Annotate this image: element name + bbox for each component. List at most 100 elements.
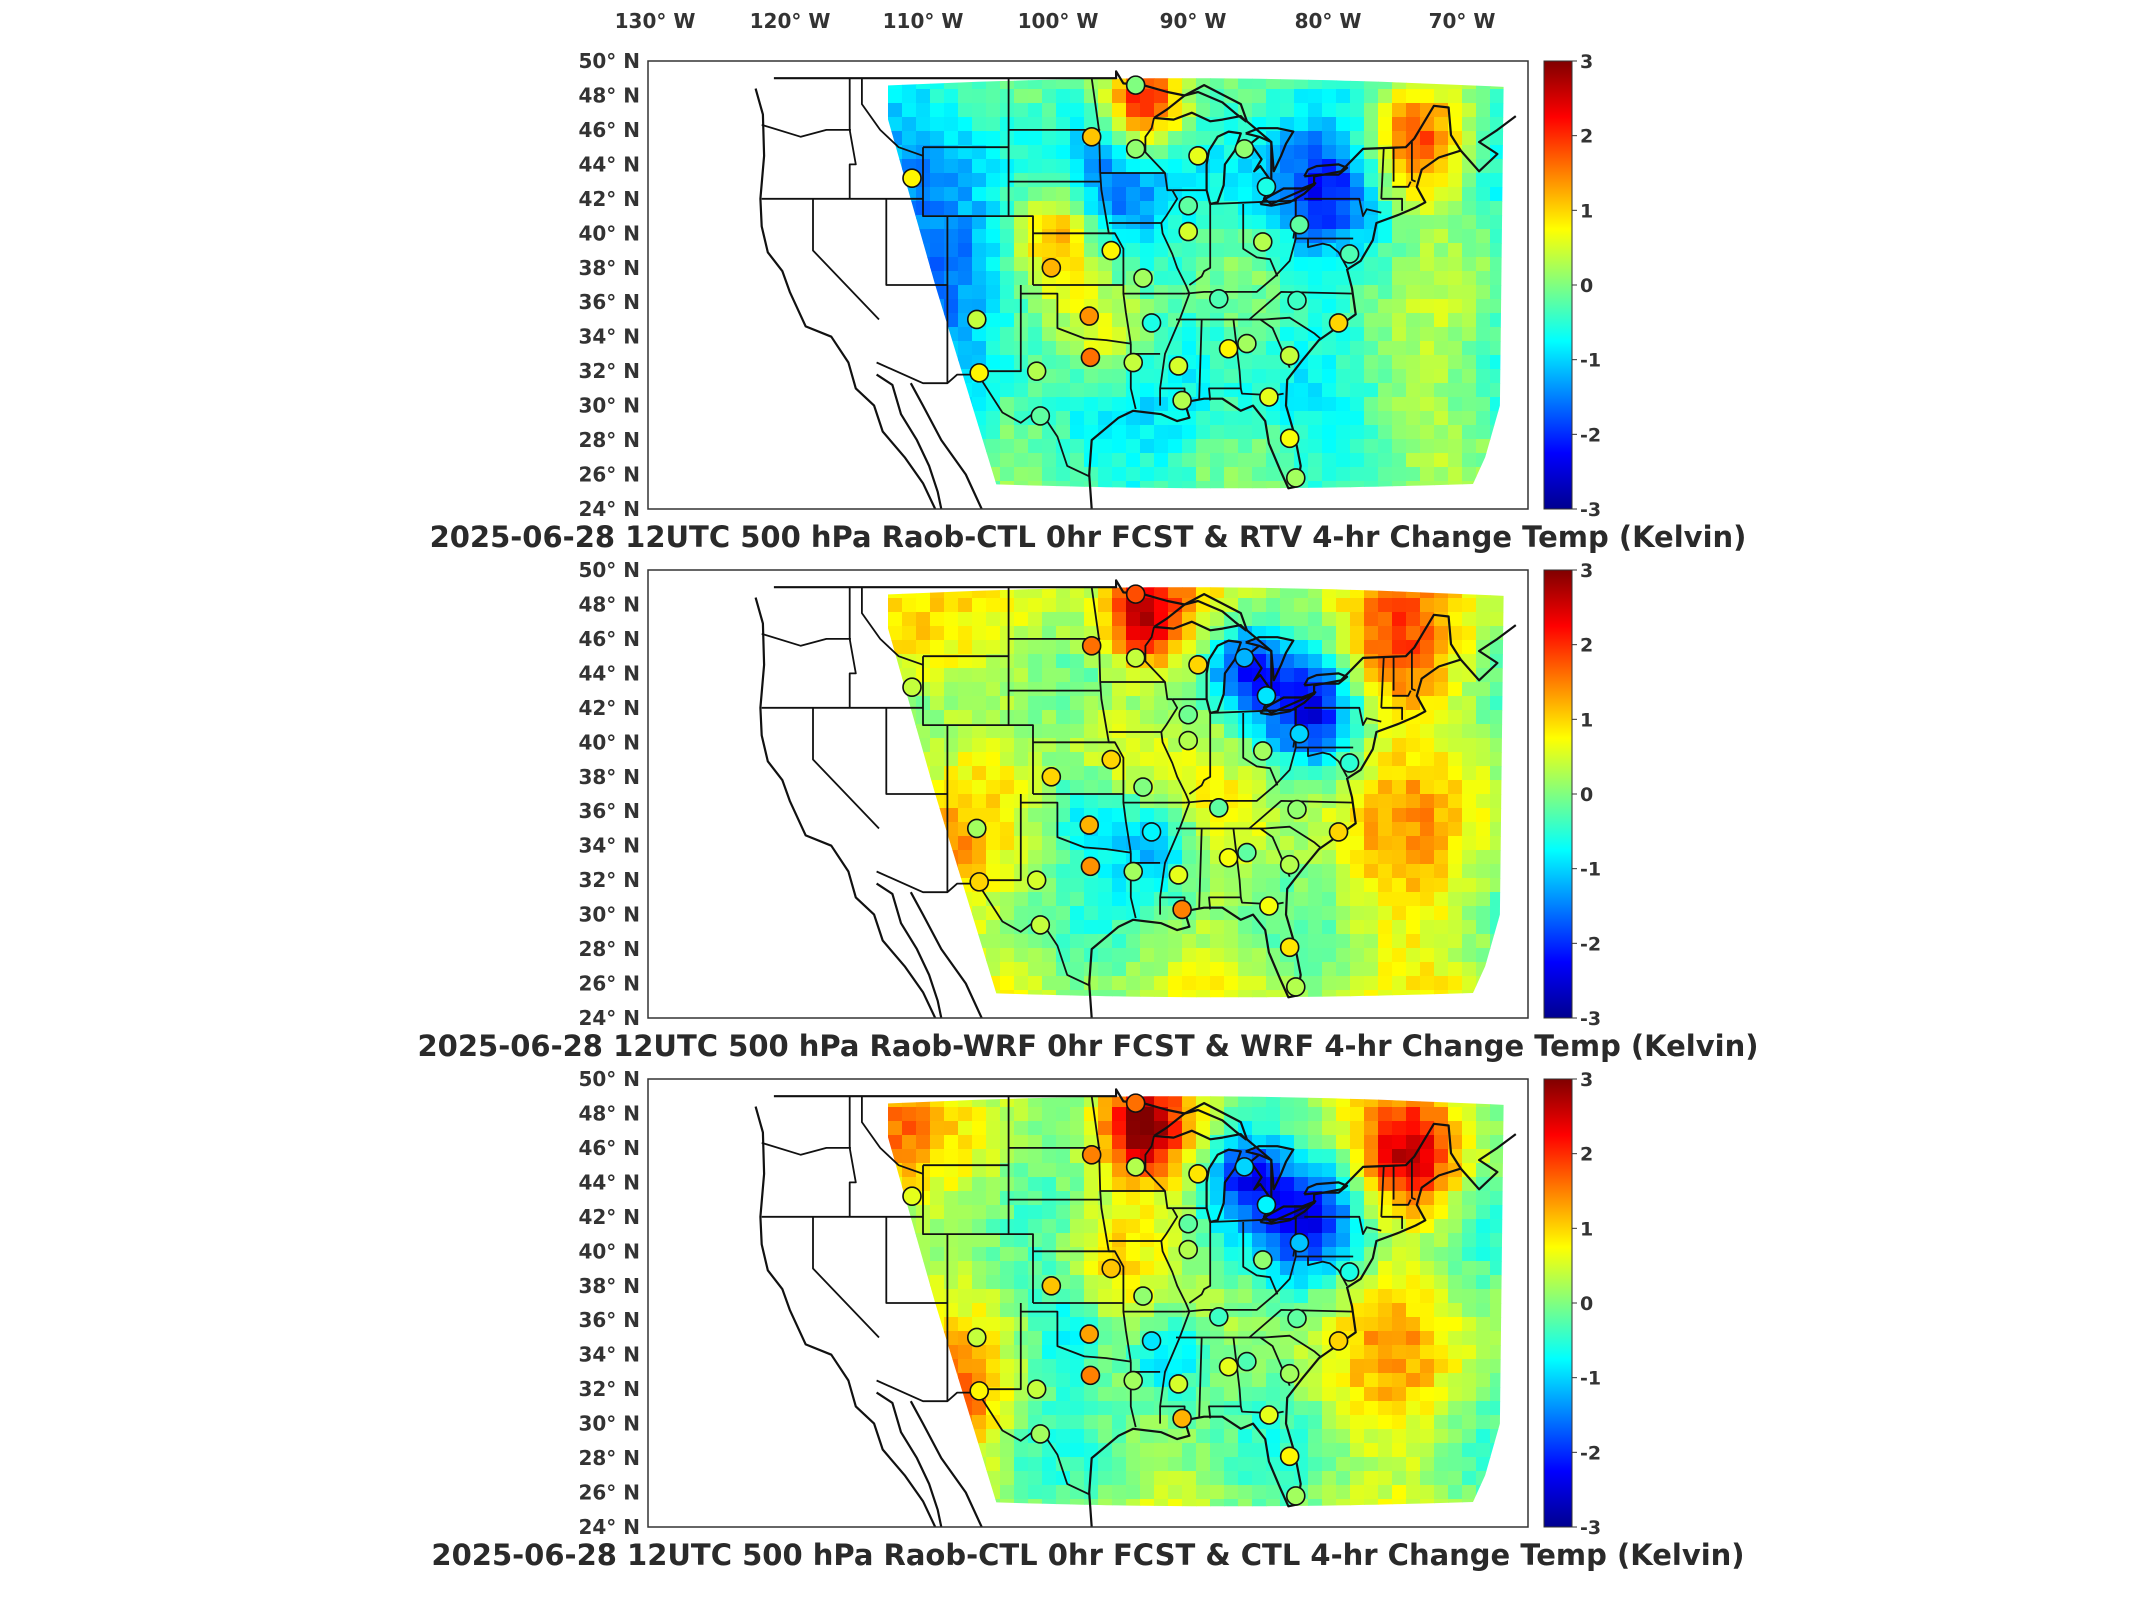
colorbar-tick-label: 0 [1580,1293,1593,1315]
raob-station-marker [1188,1163,1208,1184]
raob-station-marker [966,1327,987,1348]
raob-station-marker [1287,1308,1307,1329]
latitude-labels: 50° N 48° N 46° N 44° N 42° N 40° N 38° N 36° N… [578,558,640,1030]
coastline [754,1106,937,1527]
latitude-label: 48° N [578,592,640,616]
state-border [1249,1334,1321,1358]
raob-station-marker [1237,333,1257,354]
great-lake-outline [1245,1145,1295,1191]
state-border [946,216,978,385]
colorbar-tick-label: 2 [1580,1144,1593,1166]
raob-station-marker [1237,1351,1257,1372]
state-border [1381,706,1403,720]
state-border [1380,147,1385,199]
great-lake-outline [1245,127,1295,173]
map-panel: 50° N 48° N 46° N 44° N 42° N 40° N 38° N 36° N… [431,1067,1744,1572]
state-border [1381,1215,1403,1229]
raob-station-marker [1237,842,1257,863]
latitude-label: 32° N [578,1377,640,1401]
raob-station-marker [969,872,990,892]
raob-station-marker [1079,1324,1100,1344]
latitude-label: 50° N [578,558,640,582]
state-border [1198,319,1203,399]
raob-station-marker [1259,896,1279,916]
coastline [1459,115,1517,173]
colorbar-gradient [1543,1078,1573,1528]
map-frame [647,60,1529,510]
latitude-label: 46° N [578,1136,640,1160]
state-border [885,707,948,795]
colorbar-tick-label: -2 [1580,424,1601,446]
colorbar: 3 2 1 0 -1 -2 -3 [1543,560,1601,1030]
state-border [1100,681,1173,701]
colorbar: 3 2 1 0 -1 -2 -3 [1543,1069,1601,1539]
raob-station-marker [1041,766,1062,787]
map-panel: 50° N 48° N 46° N 44° N 42° N 40° N 38° N 36° N… [417,558,1758,1063]
colorbar-tick-label: -1 [1580,1368,1601,1390]
raob-station-marker [1279,1446,1300,1467]
great-lake-outline [1303,163,1349,178]
raob-station-marker [1178,195,1199,216]
raob-station-marker [1279,345,1300,366]
raob-station-marker [1041,1275,1062,1296]
great-lake-outline [1245,636,1295,682]
latitude-label: 36° N [578,799,640,823]
raob-station-marker [902,677,922,697]
latitude-label: 24° N [578,1006,640,1030]
state-border [885,1216,948,1304]
raob-station-marker [1218,338,1239,359]
raob-station-marker [1328,822,1349,842]
coastline [1088,658,1462,1018]
panel-title: 2025-06-28 12UTC 500 hPa Raob-CTL 0hr FC… [430,520,1747,554]
state-border [1188,711,1212,795]
raob-station-marker [1123,1370,1144,1391]
state-border [1108,189,1179,224]
raob-station-marker [1125,139,1146,159]
coastline [1459,624,1517,682]
raob-station-marker [1252,1250,1273,1270]
latitude-label: 36° N [578,1308,640,1332]
coastline [875,373,943,509]
state-border [1188,202,1212,286]
latitude-label: 26° N [578,463,640,487]
state-border [1144,626,1166,683]
colorbar-tick-label: 1 [1580,1218,1593,1240]
state-border [1007,78,1034,285]
coastline [875,882,943,1018]
panel-title: 2025-06-28 12UTC 500 hPa Raob-CTL 0hr FC… [431,1538,1744,1572]
colorbar-tick-label: 3 [1580,560,1593,582]
boundary-lines [754,1088,1517,1527]
state-border [976,1311,1022,1391]
state-border [1108,698,1179,733]
state-border [1242,1222,1279,1295]
raob-station-marker [1026,870,1047,890]
latitude-label: 50° N [578,1067,640,1091]
colorbar-tick-label: -1 [1580,859,1601,881]
raob-station-marker [1080,1365,1101,1386]
colorbar-tick-label: -2 [1580,1442,1601,1464]
great-lake-outline [1153,90,1247,123]
state-border [1239,388,1284,397]
colorbar-gradient [1543,60,1573,510]
raob-station-marker [1123,352,1144,373]
state-border [861,587,924,666]
colorbar-tick-label: -3 [1580,1517,1601,1539]
raob-station-marker [1141,313,1162,333]
state-border [1392,690,1412,697]
state-border [1144,117,1166,174]
great-lake-outline [1303,1181,1349,1196]
raob-station-marker [1141,822,1162,842]
colorbar-tick-label: -1 [1580,350,1601,372]
state-border [1100,1190,1173,1210]
raob-station-marker [1081,1145,1102,1165]
latitude-label: 28° N [578,428,640,452]
raob-station-marker [1256,685,1277,706]
state-border [761,632,851,647]
latitude-label: 44° N [578,661,640,685]
latitude-label: 48° N [578,83,640,107]
state-border [946,725,978,894]
raob-station-marker [1026,1379,1047,1399]
raob-station-marker [1125,1093,1146,1113]
raob-station-marker [969,1381,990,1401]
state-border [1411,142,1416,183]
